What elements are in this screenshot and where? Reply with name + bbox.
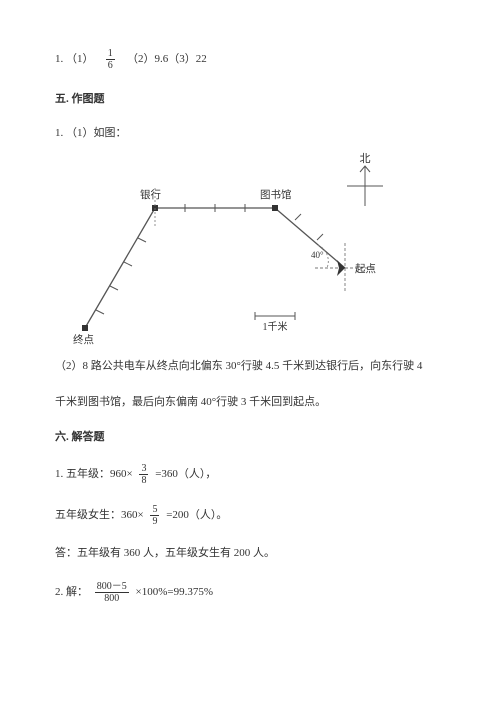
s6-q1-line1: 1. 五年级：960× 3 8 =360（人）， — [55, 463, 450, 486]
s6-q2: 2. 解： 800－5 800 ×100%=99.375% — [55, 581, 450, 604]
section5-item1: 1. （1）如图： — [55, 125, 450, 143]
node-markers — [82, 205, 345, 331]
bank-label: 银行 — [140, 188, 161, 201]
frac-den: 8 — [139, 474, 148, 486]
end-label: 终点 — [73, 333, 94, 346]
s6-q1-line2: 五年级女生：360× 5 9 =200（人）。 — [55, 504, 450, 527]
answer-line-1: 1. （1） 1 6 （2）9.6（3）22 — [55, 48, 450, 71]
q1-part2: （2）9.6（3）22 — [127, 53, 207, 65]
library-label: 图书馆 — [260, 188, 292, 201]
s6-q2-a: 2. 解： — [55, 586, 88, 598]
start-label: 起点 — [355, 263, 376, 275]
diagram-svg: 北 — [55, 148, 415, 348]
section6-heading: 六. 解答题 — [55, 429, 450, 447]
s6-q1-l1b: =360（人）， — [155, 468, 216, 480]
fraction-5-9: 5 9 — [150, 504, 159, 527]
fraction-1-6: 1 6 — [106, 48, 115, 71]
document-page: 1. （1） 1 6 （2）9.6（3）22 五. 作图题 1. （1）如图： … — [0, 0, 500, 707]
fraction-3-8: 3 8 — [139, 463, 148, 486]
frac-num: 800－5 — [95, 581, 129, 592]
frac-den: 800 — [95, 592, 129, 604]
route-path — [85, 208, 345, 328]
s6-q2-b: ×100%=99.375% — [136, 586, 213, 598]
frac-den: 6 — [106, 59, 115, 71]
frac-num: 5 — [150, 504, 159, 515]
route-diagram: 北 — [55, 148, 415, 348]
frac-num: 3 — [139, 463, 148, 474]
section5-item2-line2: 千米到图书馆，最后向东偏南 40°行驶 3 千米回到起点。 — [55, 394, 450, 412]
s6-q1-l1a: 1. 五年级：960× — [55, 468, 133, 480]
q1-prefix: 1. （1） — [55, 53, 94, 65]
compass-label: 北 — [360, 152, 371, 165]
s6-q1-l2a: 五年级女生：360× — [55, 509, 144, 521]
scale-label: 1千米 — [263, 320, 288, 333]
fraction-800: 800－5 800 — [95, 581, 129, 604]
section5-item2-line1: （2）8 路公共电车从终点向北偏东 30°行驶 4.5 千米到达银行后，向东行驶… — [55, 358, 450, 376]
compass-icon: 北 — [347, 152, 383, 206]
frac-num: 1 — [106, 48, 115, 59]
s6-q1-l2b: =200（人）。 — [166, 509, 227, 521]
frac-den: 9 — [150, 515, 159, 527]
section5-heading: 五. 作图题 — [55, 91, 450, 109]
scale-bar: 1千米 — [255, 312, 295, 333]
angle-label: 40° — [311, 250, 324, 260]
s6-q1-answer: 答：五年级有 360 人，五年级女生有 200 人。 — [55, 545, 450, 563]
